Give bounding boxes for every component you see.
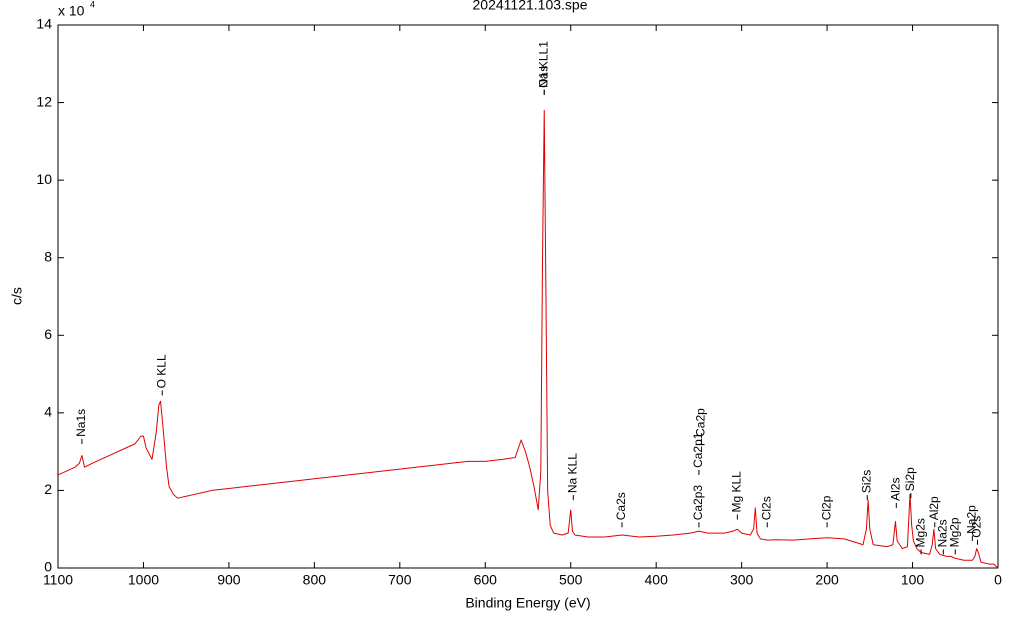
- annotation-label: O2s: [970, 516, 984, 538]
- y-axis-label: c/s: [9, 287, 25, 305]
- annotation-label: Mg KLL: [730, 471, 744, 513]
- y-tick-label: 8: [44, 248, 52, 264]
- x-tick-label: 500: [559, 572, 583, 588]
- annotation-label: Na1s: [74, 409, 88, 437]
- x-tick-label: 200: [815, 572, 839, 588]
- x-tick-label: 800: [303, 572, 327, 588]
- x-tick-label: 100: [901, 572, 925, 588]
- x-tick-label: 300: [730, 572, 754, 588]
- x-tick-label: 700: [388, 572, 412, 588]
- annotation-label: Cl2p: [819, 495, 833, 520]
- plot-frame: [57, 24, 999, 569]
- annotation-label: O KLL: [154, 354, 168, 388]
- y-tick-label: 14: [36, 16, 52, 32]
- y-multiplier: x 10: [58, 3, 85, 19]
- y-tick-label: 12: [36, 93, 52, 109]
- annotation-label: Ca2p3: [691, 485, 705, 521]
- x-tick-label: 900: [217, 572, 241, 588]
- annotation-label: Mg2s: [913, 518, 927, 547]
- y-tick-label: 0: [44, 559, 52, 575]
- spectrum-line: [57, 109, 999, 569]
- x-tick-label: 400: [645, 572, 669, 588]
- annotation-label: Ca2p: [694, 408, 708, 437]
- annotation-label: O1s: [536, 66, 550, 88]
- annotation-label: Al2p: [927, 496, 941, 520]
- y-tick-label: 2: [44, 481, 52, 497]
- y-tick-label: 10: [36, 171, 52, 187]
- x-tick-label: 0: [994, 572, 1002, 588]
- x-tick-label: 600: [474, 572, 498, 588]
- y-tick-label: 4: [44, 404, 52, 420]
- annotation-label: Na2s: [935, 519, 949, 547]
- y-multiplier-exponent: 4: [90, 0, 95, 9]
- y-tick-label: 6: [44, 326, 52, 342]
- annotation-label: Na2p: [965, 505, 979, 534]
- annotation-label: Na KLL1: [536, 41, 550, 88]
- annotation-label: Al2s: [888, 478, 902, 501]
- annotation-label: Cl2s: [759, 496, 773, 520]
- annotation-label: Mg2p: [947, 517, 961, 547]
- x-tick-label: 1100: [43, 572, 73, 588]
- annotation-label: Si2s: [859, 470, 873, 493]
- x-axis-label: Binding Energy (eV): [465, 595, 590, 611]
- x-tick-label: 1000: [128, 572, 159, 588]
- annotation-label: Ca2s: [614, 492, 628, 520]
- chart-title: 20241121.103.spe: [473, 0, 588, 13]
- annotation-label: Na KLL: [565, 453, 579, 493]
- annotation-label: Si2p: [903, 467, 917, 491]
